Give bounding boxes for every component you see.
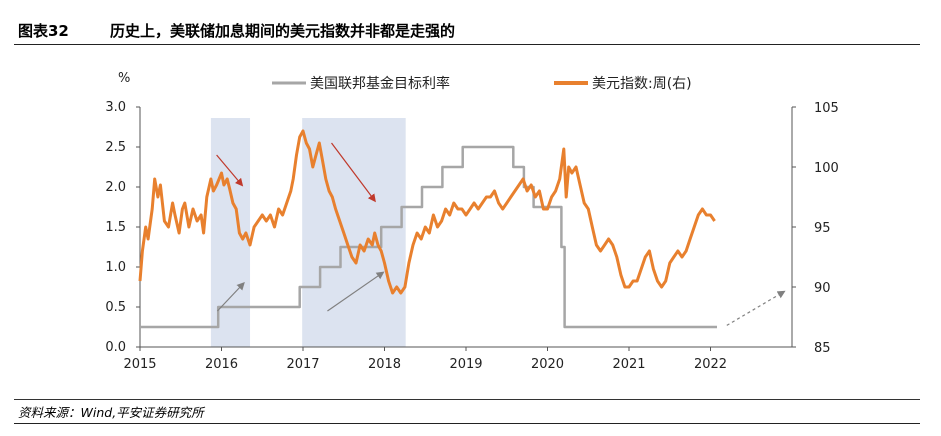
x-tick-label: 2022 — [694, 357, 727, 372]
left-tick-label: 2.0 — [105, 180, 126, 195]
left-tick-label: 0.5 — [105, 300, 126, 315]
right-tick-label: 85 — [814, 341, 831, 356]
dollar-index-line — [138, 129, 716, 295]
x-tick-label: 2015 — [123, 357, 156, 372]
right-tick-label: 105 — [814, 101, 839, 116]
annotations — [216, 142, 786, 326]
right-tick-label: 100 — [814, 161, 839, 176]
series-lines — [138, 129, 717, 329]
figure-header: 图表32 历史上，美联储加息期间的美元指数并非都是走强的 — [14, 18, 920, 45]
x-tick-label: 2021 — [612, 357, 645, 372]
footer-bottom-rule — [14, 423, 920, 424]
legend: 美国联邦基金目标利率 美元指数:周(右) — [272, 75, 692, 92]
x-tick-label: 2016 — [205, 357, 238, 372]
x-tick-label: 2018 — [368, 357, 401, 372]
plot-frame — [136, 106, 796, 351]
legend-label-1: 美国联邦基金目标利率 — [310, 75, 450, 92]
figure-number: 图表32 — [18, 22, 69, 40]
left-tick-label: 3.0 — [105, 100, 126, 115]
left-axis-unit: % — [118, 71, 130, 86]
footer-divider — [14, 399, 920, 400]
red-arrow-2 — [331, 142, 376, 203]
legend-label-2: 美元指数:周(右) — [592, 76, 692, 92]
red-arrow-1 — [216, 154, 244, 187]
left-tick-label: 1.5 — [105, 220, 126, 235]
x-tick-label: 2019 — [449, 357, 482, 372]
right-tick-label: 90 — [814, 281, 831, 296]
gray-arrow-4 — [327, 271, 385, 312]
hike-period-shade-1 — [210, 118, 251, 347]
left-tick-label: 1.0 — [105, 260, 126, 275]
x-tick-label: 2020 — [531, 357, 564, 372]
right-tick-label: 95 — [814, 221, 831, 236]
figure-title: 历史上，美联储加息期间的美元指数并非都是走强的 — [110, 22, 456, 40]
left-tick-label: 0.0 — [105, 340, 126, 355]
fed-funds-rate-line — [140, 145, 717, 329]
x-tick-label: 2017 — [286, 357, 319, 372]
hike-period-shade-2 — [302, 118, 406, 347]
left-tick-label: 2.5 — [105, 140, 126, 155]
gray-arrow-3 — [216, 281, 245, 312]
gray-dashed-arrow-5 — [726, 290, 786, 326]
source-note: 资料来源：Wind,平安证券研究所 — [18, 405, 204, 420]
axis-labels: 0.0 0.5 1.0 1.5 2.0 2.5 3.0 85 90 95 100 105 2015 201… — [105, 71, 839, 372]
